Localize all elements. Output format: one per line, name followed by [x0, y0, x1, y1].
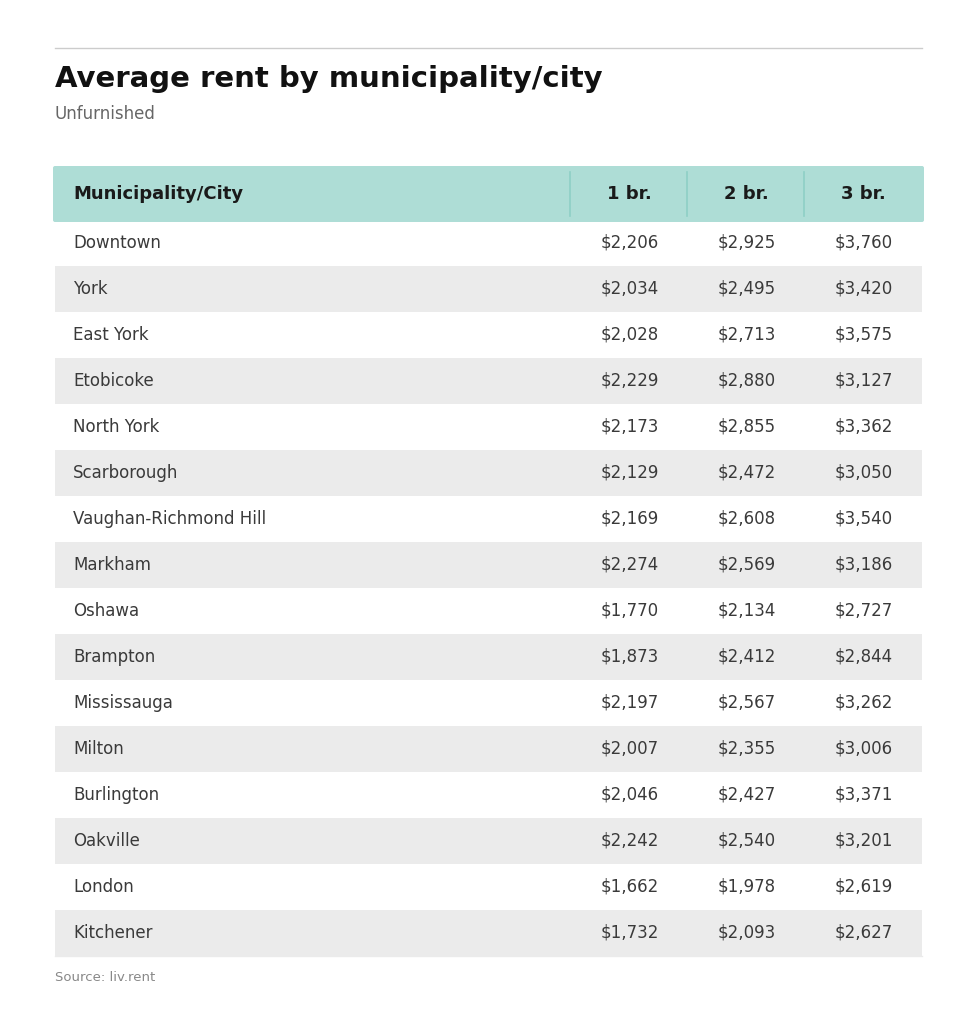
Text: $2,274: $2,274 [600, 556, 658, 574]
Text: $2,567: $2,567 [717, 694, 776, 712]
Bar [55, 542, 922, 588]
Bar [55, 910, 922, 956]
Text: $2,412: $2,412 [717, 648, 776, 666]
Text: Mississauga: Mississauga [73, 694, 173, 712]
Text: $2,242: $2,242 [600, 831, 658, 850]
Text: $2,627: $2,627 [834, 924, 893, 942]
Bar [55, 634, 922, 680]
Text: $2,173: $2,173 [600, 418, 658, 436]
Text: $2,855: $2,855 [717, 418, 776, 436]
Bar [55, 266, 922, 312]
Text: $2,206: $2,206 [600, 234, 658, 252]
Text: Markham: Markham [73, 556, 151, 574]
Text: 1 br.: 1 br. [607, 185, 652, 203]
FancyBboxPatch shape [53, 166, 924, 222]
Text: $1,732: $1,732 [600, 924, 658, 942]
Text: Oakville: Oakville [73, 831, 140, 850]
Text: $2,619: $2,619 [834, 878, 893, 896]
Text: $2,495: $2,495 [717, 280, 776, 298]
Text: $2,028: $2,028 [600, 326, 658, 344]
Text: $3,006: $3,006 [834, 740, 893, 758]
Text: $3,201: $3,201 [834, 831, 893, 850]
Text: $2,472: $2,472 [717, 464, 776, 482]
Text: Downtown: Downtown [73, 234, 161, 252]
Text: Source: liv.rent: Source: liv.rent [55, 971, 155, 984]
Text: Municipality/City: Municipality/City [73, 185, 243, 203]
Text: $2,134: $2,134 [717, 602, 776, 620]
Bar [55, 358, 922, 404]
Text: $3,262: $3,262 [834, 694, 893, 712]
Text: $2,540: $2,540 [717, 831, 776, 850]
Text: $2,880: $2,880 [717, 372, 776, 390]
Text: $2,427: $2,427 [717, 786, 776, 804]
Text: Vaughan-Richmond Hill: Vaughan-Richmond Hill [73, 510, 266, 528]
Text: $2,007: $2,007 [600, 740, 658, 758]
Text: $3,575: $3,575 [834, 326, 893, 344]
Text: 2 br.: 2 br. [724, 185, 769, 203]
Text: 3 br.: 3 br. [841, 185, 886, 203]
Bar [55, 450, 922, 496]
Text: Unfurnished: Unfurnished [55, 105, 156, 123]
Text: $2,169: $2,169 [600, 510, 658, 528]
Text: Milton: Milton [73, 740, 124, 758]
Text: $2,569: $2,569 [717, 556, 776, 574]
Text: $1,873: $1,873 [600, 648, 658, 666]
Text: East York: East York [73, 326, 149, 344]
Text: Brampton: Brampton [73, 648, 155, 666]
Text: $3,371: $3,371 [834, 786, 893, 804]
Text: $1,978: $1,978 [717, 878, 776, 896]
Bar [55, 818, 922, 864]
Text: York: York [73, 280, 107, 298]
Text: $1,662: $1,662 [600, 878, 658, 896]
Text: $3,186: $3,186 [834, 556, 893, 574]
Text: $2,727: $2,727 [834, 602, 893, 620]
Text: Scarborough: Scarborough [73, 464, 179, 482]
Text: $2,608: $2,608 [717, 510, 776, 528]
Text: $2,093: $2,093 [717, 924, 776, 942]
Text: $3,540: $3,540 [834, 510, 893, 528]
Text: $2,355: $2,355 [717, 740, 776, 758]
Text: $3,127: $3,127 [834, 372, 893, 390]
Bar [55, 726, 922, 772]
Text: $2,034: $2,034 [600, 280, 658, 298]
Text: $2,844: $2,844 [834, 648, 893, 666]
Text: $3,050: $3,050 [834, 464, 893, 482]
Text: $2,229: $2,229 [600, 372, 658, 390]
Text: $2,713: $2,713 [717, 326, 776, 344]
Text: Average rent by municipality/city: Average rent by municipality/city [55, 65, 603, 93]
Text: London: London [73, 878, 134, 896]
Text: $3,362: $3,362 [834, 418, 893, 436]
Text: $2,046: $2,046 [600, 786, 658, 804]
Text: Oshawa: Oshawa [73, 602, 139, 620]
Text: Burlington: Burlington [73, 786, 159, 804]
Text: $2,197: $2,197 [600, 694, 658, 712]
Text: $3,760: $3,760 [834, 234, 893, 252]
Text: Kitchener: Kitchener [73, 924, 152, 942]
Text: $2,925: $2,925 [717, 234, 776, 252]
Text: $1,770: $1,770 [600, 602, 658, 620]
Text: $3,420: $3,420 [834, 280, 893, 298]
Text: North York: North York [73, 418, 159, 436]
Text: Etobicoke: Etobicoke [73, 372, 153, 390]
Text: $2,129: $2,129 [600, 464, 658, 482]
